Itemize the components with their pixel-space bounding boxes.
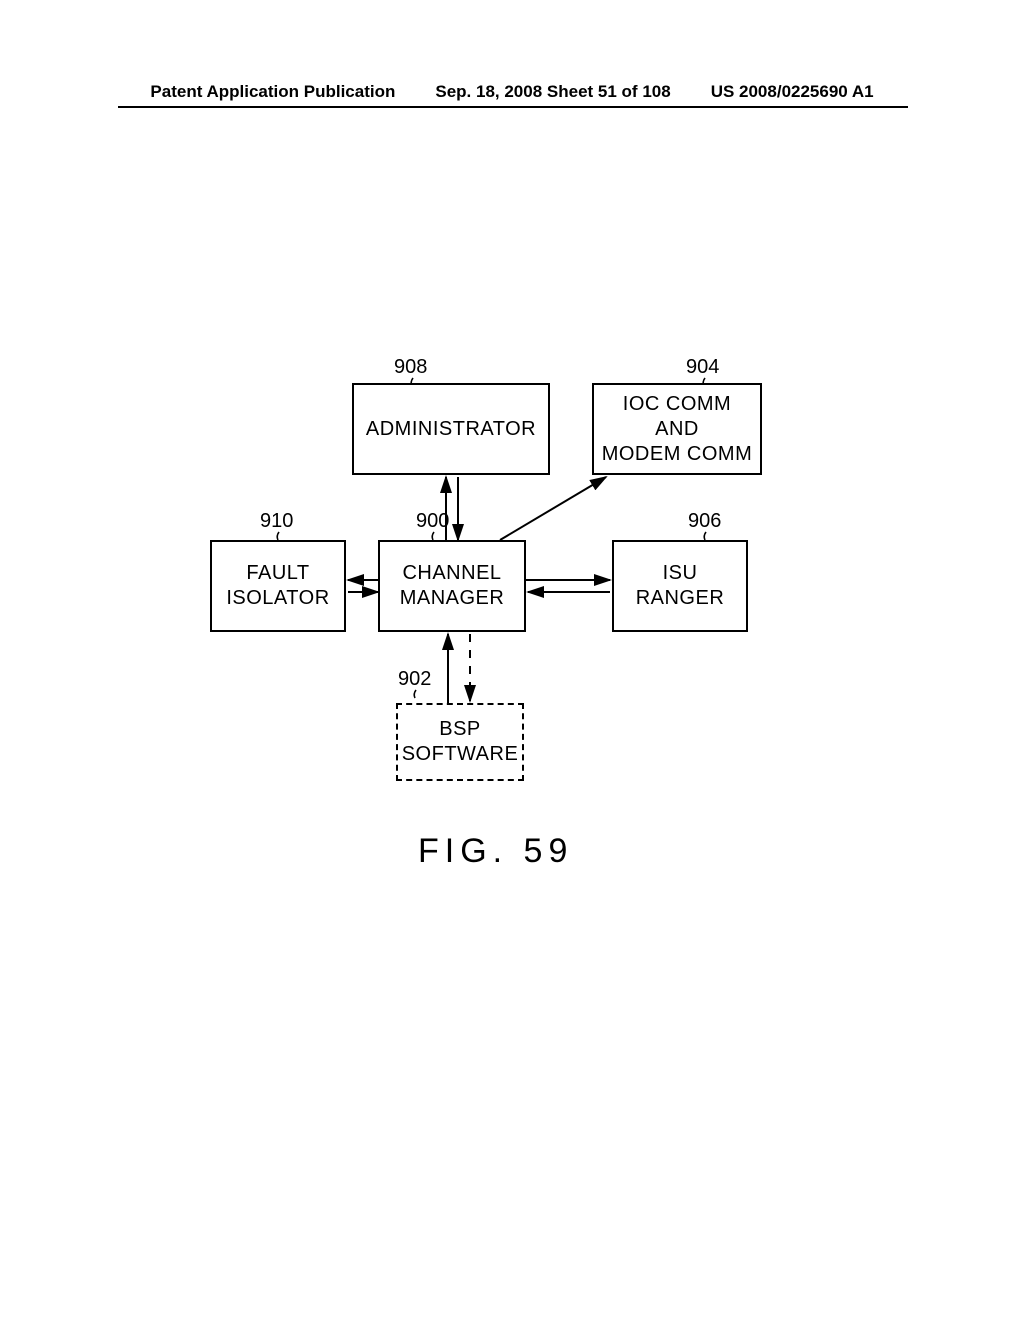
connectors [0,0,1024,1320]
diagram-figure-59: 908 904 910 900 906 902 ADMINISTRATOR IO… [0,0,1024,1320]
figure-caption: FIG. 59 [418,832,573,871]
